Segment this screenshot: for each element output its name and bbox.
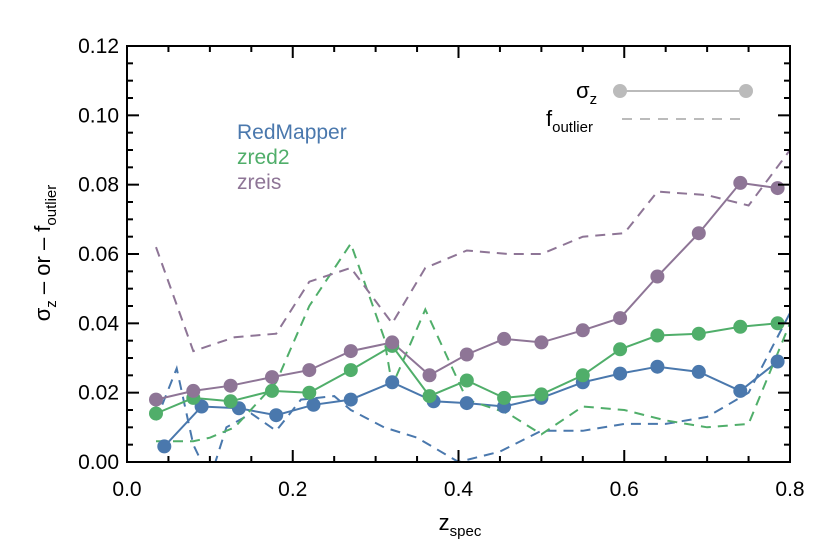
series-zreis-sigma-point — [302, 363, 317, 378]
legend-entry-zreis: zreis — [237, 171, 281, 194]
series-zreis-sigma-point — [149, 392, 163, 407]
y-axis-title: σz – or – foutlier — [30, 185, 60, 322]
x-axis-title: zspec — [439, 510, 482, 540]
x-tick-label: 0.0 — [112, 478, 141, 501]
series-legend: RedMapper zred2 zreis — [237, 121, 347, 194]
series-zred2-sigma-point — [691, 326, 706, 341]
series-redmapper-sigma-point — [733, 383, 748, 398]
series-redmapper-sigma-point — [650, 359, 665, 374]
series-redmapper-sigma-point — [269, 408, 284, 423]
series-zred2-sigma-point — [650, 328, 665, 343]
y-tick-label: 0.06 — [78, 243, 119, 266]
series-zred2-sigma-point — [534, 387, 549, 402]
series-zred2-sigma-point — [613, 342, 628, 357]
series-zred2-sigma-point — [343, 363, 358, 378]
series-zreis-sigma-point — [343, 344, 358, 359]
series-zreis-f-outlier-line — [155, 149, 790, 353]
series-zred2-sigma-point — [422, 389, 437, 404]
series-zreis-sigma-point — [770, 181, 785, 196]
series-zred2-sigma-point — [575, 368, 590, 383]
series-zred2-sigma-point — [223, 394, 238, 409]
style-legend-f-label: foutlier — [546, 106, 593, 136]
series-zreis-sigma-point — [575, 323, 590, 338]
series-zred2-sigma-point — [149, 406, 163, 421]
series-zred2-sigma-point — [302, 385, 317, 400]
style-legend-marker-left — [613, 84, 627, 98]
axes: 0.0 0.2 0.4 0.6 0.8 0.00 0.02 0.04 0.06 0.08 0.10 0… — [78, 35, 804, 501]
y-tick-label: 0.08 — [78, 174, 119, 197]
series-redmapper-sigma-point — [194, 399, 209, 414]
series-zreis-sigma-point — [265, 370, 279, 385]
series-zred2-sigma-point — [497, 390, 512, 405]
series-zreis-sigma-point — [385, 335, 400, 350]
y-tick-label: 0.04 — [78, 312, 119, 335]
series-zred2-sigma-point — [770, 316, 785, 331]
series-layer — [149, 149, 790, 462]
series-redmapper-sigma-point — [306, 397, 321, 412]
series-zreis-sigma-point — [613, 311, 628, 326]
legend-entry-redmapper: RedMapper — [237, 121, 347, 144]
series-zreis-sigma-point — [497, 331, 512, 346]
series-redmapper-sigma-point — [343, 392, 358, 407]
series-redmapper-sigma-point — [385, 375, 400, 390]
x-tick-label: 0.2 — [278, 478, 307, 501]
legend-entry-zred2: zred2 — [237, 146, 290, 169]
style-legend-marker-right — [739, 84, 753, 98]
series-redmapper-sigma-point — [157, 439, 172, 454]
style-legend: σz foutlier — [546, 78, 753, 136]
series-redmapper-sigma-point — [691, 364, 706, 379]
y-tick-label: 0.00 — [78, 451, 119, 474]
series-zreis-sigma-point — [733, 175, 748, 190]
series-zreis-sigma-point — [422, 368, 437, 383]
series-zred2-sigma-point — [459, 373, 474, 388]
y-tick-label: 0.02 — [78, 382, 119, 405]
y-tick-label: 0.10 — [78, 104, 119, 127]
series-redmapper-sigma-point — [459, 396, 474, 411]
series-zred2-sigma-point — [265, 383, 279, 398]
series-zreis-sigma-point — [223, 378, 238, 393]
series-zreis-sigma-point — [534, 335, 549, 350]
series-zreis-sigma-line — [155, 181, 778, 401]
series-zred2-f-outlier-line — [156, 241, 790, 443]
y-tick-label: 0.12 — [78, 35, 119, 58]
series-zreis-sigma-point — [691, 226, 706, 241]
series-redmapper-sigma-point — [770, 354, 785, 369]
style-legend-sigma-label: σz — [576, 78, 597, 108]
x-tick-label: 0.6 — [610, 478, 639, 501]
series-zreis-sigma-point — [650, 269, 665, 284]
series-zreis-sigma-point — [186, 383, 201, 398]
series-redmapper-sigma-point — [613, 366, 628, 381]
x-tick-label: 0.4 — [444, 478, 474, 501]
series-zred2-sigma-point — [733, 319, 748, 334]
x-tick-label: 0.8 — [775, 478, 804, 501]
series-zreis-sigma-point — [459, 347, 474, 362]
